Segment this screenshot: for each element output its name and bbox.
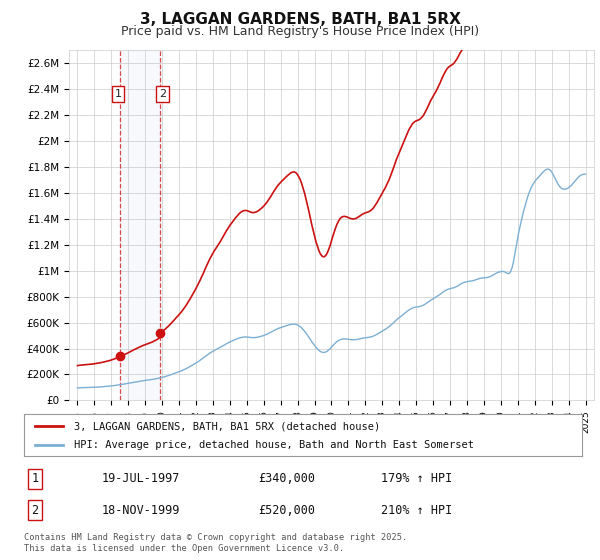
Text: 179% ↑ HPI: 179% ↑ HPI (381, 472, 452, 486)
Text: 3, LAGGAN GARDENS, BATH, BA1 5RX: 3, LAGGAN GARDENS, BATH, BA1 5RX (140, 12, 460, 27)
Text: £520,000: £520,000 (259, 504, 316, 517)
Text: £340,000: £340,000 (259, 472, 316, 486)
Text: 210% ↑ HPI: 210% ↑ HPI (381, 504, 452, 517)
Bar (121, 50, 160, 400)
Text: 18-NOV-1999: 18-NOV-1999 (102, 504, 181, 517)
Text: HPI: Average price, detached house, Bath and North East Somerset: HPI: Average price, detached house, Bath… (74, 440, 474, 450)
Text: 2: 2 (32, 504, 39, 517)
Text: Price paid vs. HM Land Registry's House Price Index (HPI): Price paid vs. HM Land Registry's House … (121, 25, 479, 38)
Text: Contains HM Land Registry data © Crown copyright and database right 2025.
This d: Contains HM Land Registry data © Crown c… (24, 533, 407, 553)
Text: 19-JUL-1997: 19-JUL-1997 (102, 472, 181, 486)
Text: 2: 2 (159, 89, 166, 99)
Text: 3, LAGGAN GARDENS, BATH, BA1 5RX (detached house): 3, LAGGAN GARDENS, BATH, BA1 5RX (detach… (74, 421, 380, 431)
Text: 1: 1 (115, 89, 121, 99)
Text: 1: 1 (32, 472, 39, 486)
